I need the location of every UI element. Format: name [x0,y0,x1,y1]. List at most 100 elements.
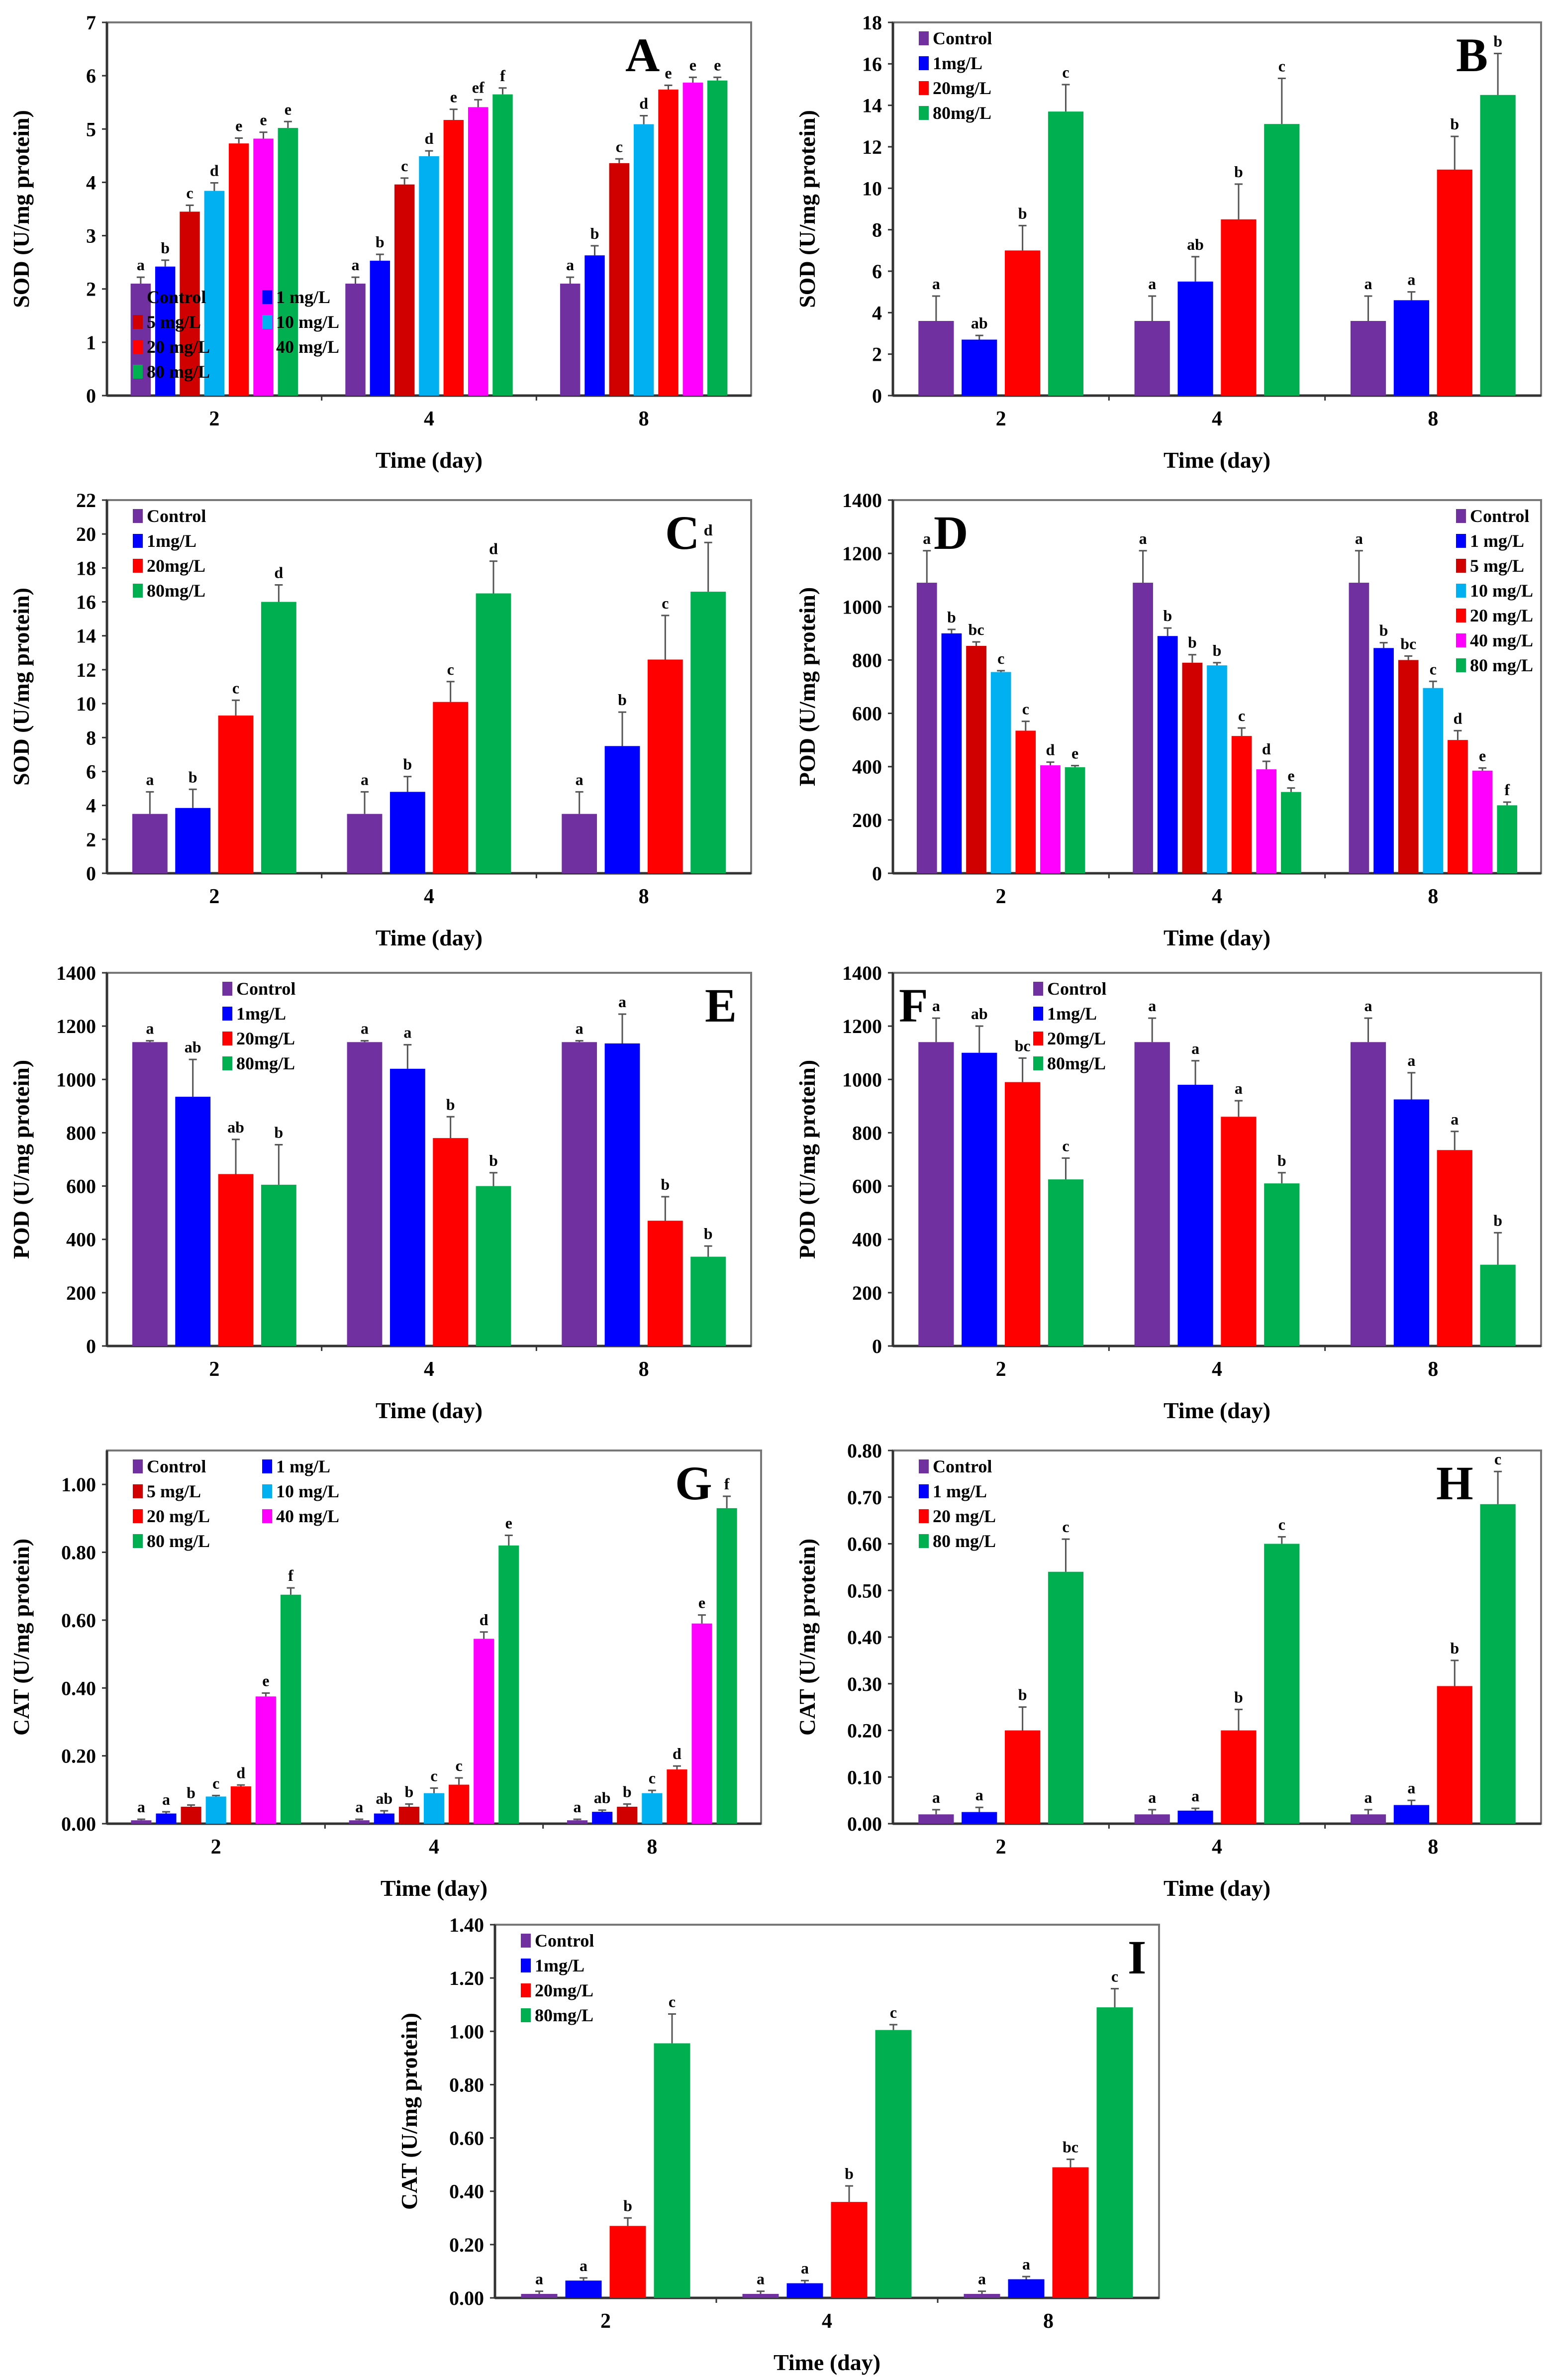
significance-letter: a [1235,1079,1243,1097]
y-tick-label: 1200 [56,1015,96,1037]
significance-letter: c [212,1774,219,1792]
significance-letter: bc [1015,1036,1031,1054]
bar [1350,1042,1386,1346]
legend-label: Control [1047,979,1106,999]
y-tick-label: 0 [872,1335,882,1357]
bar [691,1623,712,1824]
significance-letter: a [1022,2255,1030,2273]
legend-label: 80 mg/L [147,362,210,382]
x-tick-label: 4 [1212,1836,1222,1859]
significance-letter: b [1379,621,1388,639]
bar [1134,321,1170,396]
significance-letter: bc [1063,2138,1078,2156]
bar [1004,250,1041,396]
y-axis-label: POD (U/mg protein) [8,1060,34,1259]
bar [181,1806,201,1824]
x-tick-label: 4 [424,408,434,430]
bar [1040,765,1061,873]
significance-letter: f [288,1566,293,1584]
bar [617,1806,638,1824]
legend-swatch [133,1509,143,1523]
y-tick-label: 0.50 [847,1579,882,1602]
legend-item: 80 mg/L [1456,655,1533,675]
significance-letter: c [1238,707,1245,724]
legend-item: Control [1033,979,1106,999]
bar [389,1068,425,1346]
bar [433,702,469,873]
legend-swatch [222,982,232,996]
y-tick-label: 6 [872,260,882,283]
bar [1373,648,1394,873]
bar [449,1784,470,1824]
significance-letter: a [1364,275,1372,293]
significance-letter: b [1018,1686,1027,1704]
legend-label: 80mg/L [147,581,205,601]
x-axis-label: Time (day) [1164,1875,1270,1901]
y-tick-label: 1.00 [61,1473,96,1496]
legend-label: 1 mg/L [1470,531,1524,551]
y-tick-label: 0.80 [847,1440,882,1462]
significance-letter: b [1234,163,1243,181]
significance-letter: ab [971,1005,988,1023]
legend-label: 20 mg/L [1470,606,1533,625]
y-tick-label: 0.00 [449,2287,484,2309]
legend-item: 1mg/L [919,53,982,73]
legend: Control 1mg/L 20mg/L 80mg/L [222,979,295,1073]
y-tick-label: 6 [86,760,96,783]
significance-letter: a [932,1788,940,1806]
legend-swatch [133,1534,143,1548]
significance-letter: bc [1400,634,1416,652]
legend-label: 1 mg/L [933,1481,987,1501]
legend-label: 5 mg/L [1470,556,1524,576]
bar [565,2280,602,2298]
bar [1480,1264,1516,1346]
bar [1134,1814,1170,1824]
significance-letter: b [405,1782,414,1800]
significance-letter: c [662,594,669,612]
bar [1256,769,1277,873]
significance-letter: ab [376,1789,392,1807]
chart-panel-f: 0 200 400 600 800 1000 1200 1400 2 a ab bc c 4 a a a b 8 a a… [786,950,1556,1428]
legend-item: 5 mg/L [1456,556,1524,576]
x-tick-label: 2 [996,1836,1006,1859]
x-tick-label: 8 [1428,885,1438,908]
y-tick-label: 1 [86,331,96,354]
bar [1096,2007,1133,2298]
significance-letter: c [455,1757,462,1774]
x-tick-label: 2 [996,408,1006,430]
y-tick-label: 10 [76,693,96,715]
bar [690,592,726,873]
legend-item: 20 mg/L [133,1506,210,1526]
chart-panel-e: 0 200 400 600 800 1000 1200 1400 2 a ab ab b 4 a a b b 8 a a… [0,950,766,1428]
bar [1157,636,1178,873]
legend-swatch [262,315,272,329]
legend-swatch [1033,1032,1043,1045]
bar [261,1184,296,1346]
y-tick-label: 0 [86,385,96,407]
legend-label: 20 mg/L [147,1506,210,1526]
legend-item: Control [133,287,206,307]
bar [1472,770,1493,873]
y-tick-label: 14 [76,625,96,647]
bar [180,211,200,396]
significance-letter: a [137,1798,145,1816]
y-tick-label: 8 [86,726,96,749]
legend-label: 5 mg/L [147,312,201,332]
significance-letter: a [355,1798,363,1816]
y-tick-label: 16 [862,53,882,75]
y-axis-label: SOD (U/mg protein) [794,110,820,308]
significance-letter: c [1062,1518,1069,1536]
x-tick-label: 4 [424,1358,434,1381]
significance-letter: b [1277,1151,1286,1169]
significance-letter: d [480,1611,488,1629]
legend-swatch [521,1934,531,1948]
bar [1133,583,1153,873]
significance-letter: a [1364,997,1372,1015]
bar [476,1186,511,1346]
significance-letter: a [618,993,626,1011]
legend-label: 80mg/L [933,103,991,123]
legend-label: 1 mg/L [276,1456,330,1476]
legend-item: 1mg/L [1033,1004,1097,1024]
legend-item: Control [919,28,992,48]
